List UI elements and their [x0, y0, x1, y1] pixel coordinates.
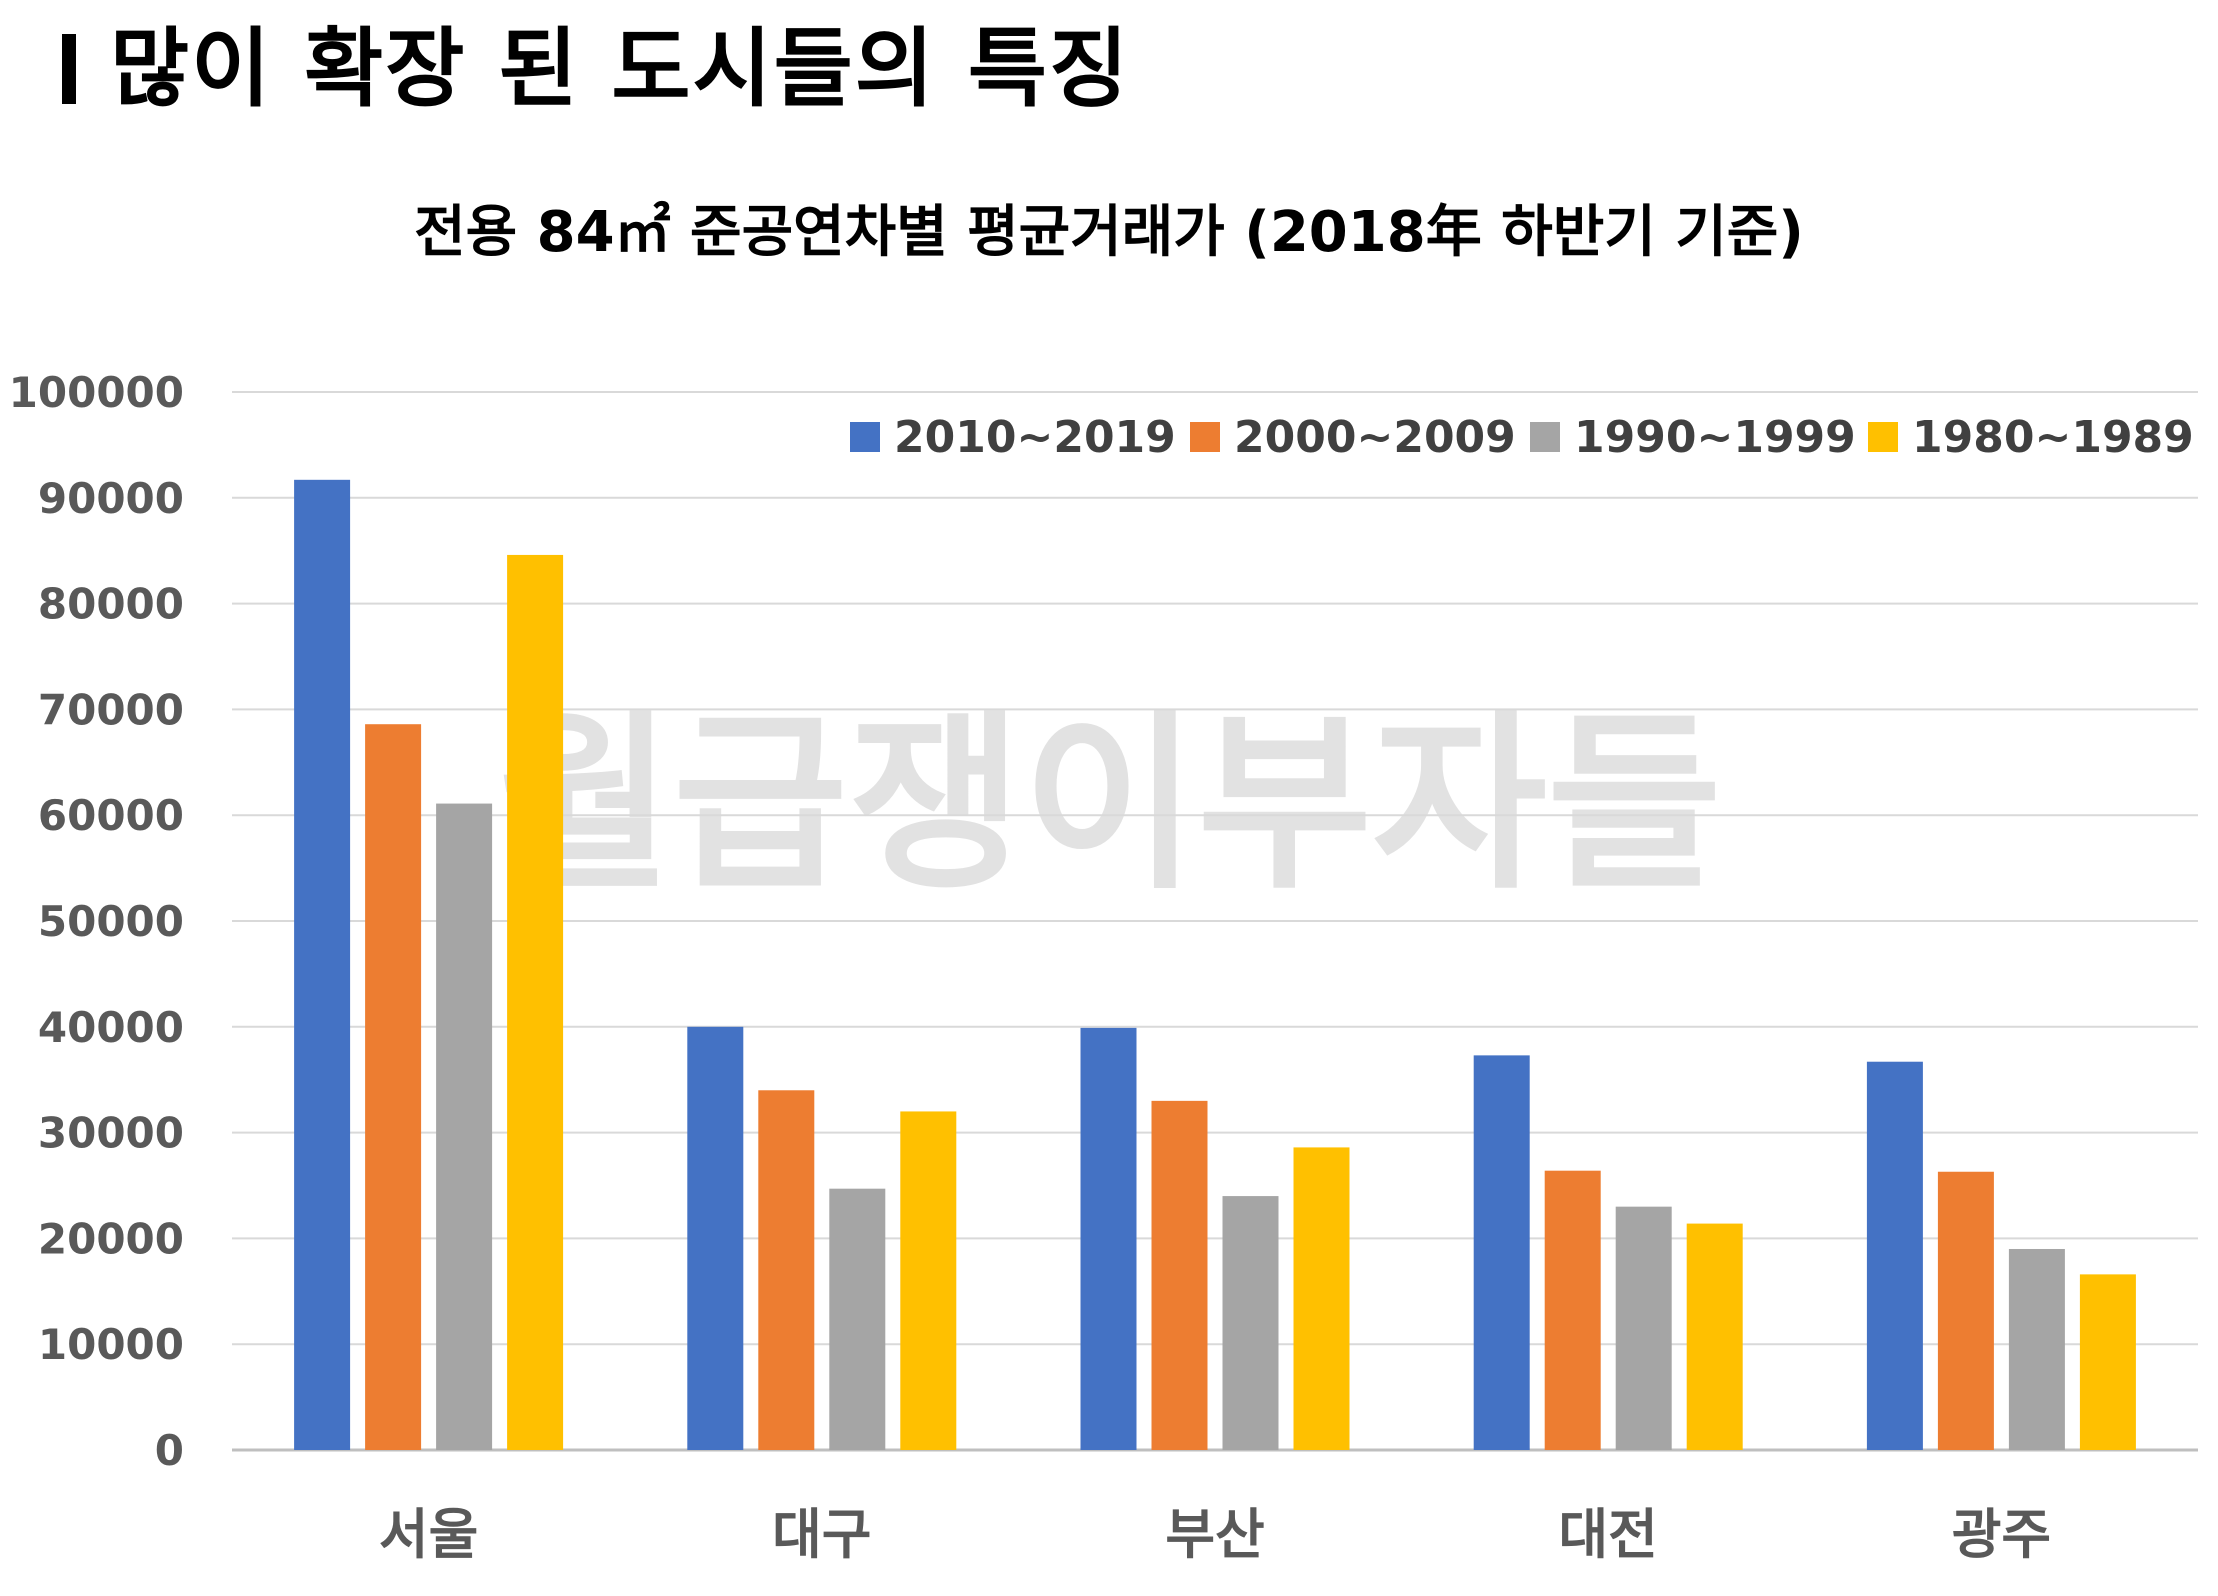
chart-title: 전용 84㎡ 준공연차별 평균거래가 (2018年 하반기 기준)	[414, 200, 1804, 265]
bar	[1866, 1061, 1923, 1450]
legend-label: 2010~2019	[894, 412, 1176, 463]
x-category-label: 대구	[772, 1503, 871, 1566]
y-tick-label: 70000	[38, 685, 184, 734]
legend: 2010~2019 2000~2009 1990~1999 1980~1989	[850, 412, 2194, 463]
bar	[365, 724, 422, 1450]
legend-label: 2000~2009	[1234, 412, 1516, 463]
bar	[1615, 1206, 1672, 1450]
page-title: 많이 확장 된 도시들의 특징	[62, 14, 1130, 124]
legend-swatch	[1530, 422, 1560, 452]
legend-label: 1980~1989	[1912, 412, 2194, 463]
page-title-text: 많이 확장 된 도시들의 특징	[110, 19, 1131, 119]
bar	[829, 1188, 886, 1450]
y-tick-label: 60000	[38, 791, 184, 840]
bar	[2079, 1274, 2136, 1450]
x-category-label: 부산	[1165, 1503, 1264, 1566]
bar	[436, 803, 493, 1450]
y-tick-label: 80000	[38, 580, 184, 629]
x-category-label: 서울	[379, 1503, 478, 1566]
legend-label: 1990~1999	[1574, 412, 1856, 463]
y-tick-label: 30000	[38, 1109, 184, 1158]
bar	[758, 1090, 815, 1450]
bar	[1937, 1171, 1994, 1450]
y-tick-label: 20000	[38, 1214, 184, 1263]
bar	[1293, 1147, 1350, 1450]
bar	[2008, 1248, 2065, 1450]
bars	[294, 479, 2136, 1451]
bar	[1222, 1196, 1279, 1450]
bar	[1473, 1055, 1530, 1450]
bar	[1686, 1223, 1743, 1450]
title-bar-mark	[62, 34, 76, 104]
y-axis-ticks: 0 10000 20000 30000 40000 50000 60000 70000 8000…	[9, 368, 184, 1475]
legend-swatch	[850, 422, 880, 452]
x-axis-labels: 서울 대구 부산 대전 광주	[379, 1503, 2051, 1566]
bar	[900, 1111, 957, 1450]
y-tick-label: 50000	[38, 897, 184, 946]
y-tick-label: 0	[155, 1426, 184, 1475]
bar	[1080, 1027, 1137, 1450]
watermark-text: 월급쟁이부자들	[498, 694, 1722, 915]
x-category-label: 광주	[1952, 1503, 2051, 1566]
x-category-label: 대전	[1559, 1503, 1658, 1566]
bar	[687, 1026, 744, 1450]
bar	[294, 479, 351, 1451]
y-tick-label: 100000	[9, 368, 184, 417]
y-tick-label: 10000	[38, 1320, 184, 1369]
bar	[507, 554, 564, 1450]
y-tick-label: 40000	[38, 1003, 184, 1052]
y-tick-label: 90000	[38, 474, 184, 523]
bar	[1151, 1100, 1208, 1450]
bar	[1544, 1170, 1601, 1450]
legend-swatch	[1190, 422, 1220, 452]
legend-swatch	[1868, 422, 1898, 452]
